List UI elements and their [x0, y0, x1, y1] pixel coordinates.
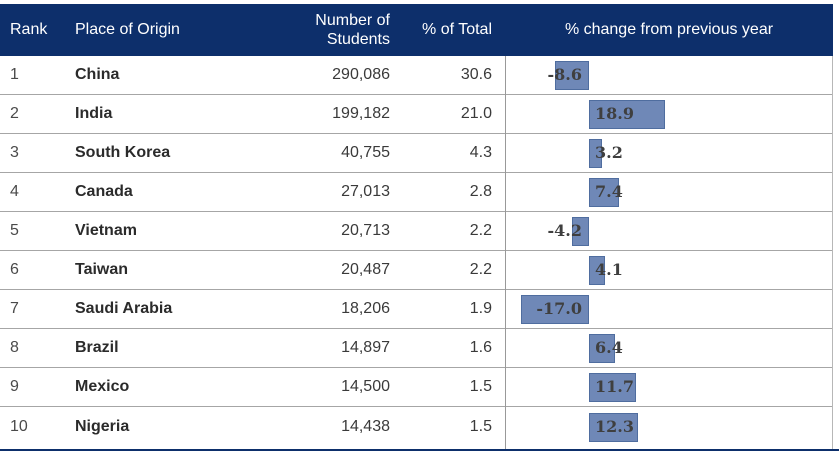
cell-pct-change-chart: 3.2: [505, 134, 833, 172]
cell-number-of-students: 14,897: [341, 339, 390, 356]
table-row: 10 Nigeria 14,438 1.5 12.3: [0, 407, 833, 446]
cell-number-of-students: 27,013: [341, 183, 390, 200]
header-place-label: Place of Origin: [75, 21, 180, 38]
table-row: 3 South Korea 40,755 4.3 3.2: [0, 134, 833, 173]
header-cell-rank: Rank: [0, 4, 75, 56]
cell-place-of-origin: Nigeria: [75, 417, 130, 435]
cell-number-of-students: 199,182: [332, 105, 390, 122]
change-bar-label: 7.4: [595, 182, 623, 201]
cell-place-of-origin: Saudi Arabia: [75, 300, 173, 317]
cell-pct-change-chart: 7.4: [505, 173, 833, 211]
cell-place-of-origin: South Korea: [75, 144, 171, 161]
header-cell-place-of-origin: Place of Origin: [75, 4, 300, 56]
table-row: 1 China 290,086 30.6 -8.6: [0, 56, 833, 95]
cell-pct-of-total: 1.5: [469, 378, 492, 395]
cell-rank: 8: [10, 339, 19, 356]
cell-rank: 1: [10, 66, 19, 83]
cell-rank: 3: [10, 144, 19, 161]
change-bar-label: -17.0: [536, 299, 582, 318]
cell-pct-change-chart: 6.4: [505, 329, 833, 367]
cell-number-of-students: 18,206: [341, 300, 390, 317]
cell-number-of-students: 14,500: [341, 378, 390, 395]
cell-place-of-origin: Brazil: [75, 339, 119, 356]
cell-rank: 5: [10, 222, 19, 239]
table-body: 1 China 290,086 30.6 -8.6 2 India 199,18…: [0, 56, 833, 446]
header-students-label: Number of Students: [315, 12, 390, 48]
cell-pct-of-total: 30.6: [460, 66, 492, 83]
cell-pct-change-chart: -8.6: [505, 56, 833, 94]
header-cell-pct-change: % change from previous year: [505, 4, 833, 56]
cell-pct-of-total: 2.8: [469, 183, 492, 200]
cell-pct-change-chart: 18.9: [505, 95, 833, 133]
cell-pct-change-chart: -17.0: [505, 290, 833, 328]
cell-rank: 4: [10, 183, 19, 200]
change-bar: [589, 412, 639, 442]
cell-rank: 9: [10, 378, 19, 395]
cell-pct-change-chart: -4.2: [505, 212, 833, 250]
table-row: 7 Saudi Arabia 18,206 1.9 -17.0: [0, 290, 833, 329]
table-row: 5 Vietnam 20,713 2.2 -4.2: [0, 212, 833, 251]
cell-number-of-students: 40,755: [341, 144, 390, 161]
change-bar-label: 3.2: [595, 143, 623, 162]
header-cell-number-of-students: Number of Students: [300, 4, 395, 56]
cell-number-of-students: 20,487: [341, 261, 390, 278]
cell-pct-of-total: 21.0: [460, 105, 492, 122]
change-bar-label: 18.9: [595, 104, 634, 123]
change-bar-label: 6.4: [595, 338, 623, 357]
table-bottom-rule: [0, 449, 839, 451]
change-bar: [554, 61, 589, 90]
change-bar: [589, 139, 602, 168]
change-bar-label: -8.6: [547, 65, 582, 84]
change-bar: [589, 334, 615, 363]
change-bar: [572, 217, 589, 246]
cell-pct-of-total: 1.9: [469, 300, 492, 317]
cell-place-of-origin: India: [75, 105, 113, 122]
cell-place-of-origin: Vietnam: [75, 222, 137, 239]
cell-pct-of-total: 1.5: [469, 417, 492, 435]
table-row: 9 Mexico 14,500 1.5 11.7: [0, 368, 833, 407]
table-row: 4 Canada 27,013 2.8 7.4: [0, 173, 833, 212]
header-rank-label: Rank: [10, 21, 48, 38]
cell-number-of-students: 14,438: [341, 417, 390, 435]
change-bar: [521, 295, 589, 324]
change-bar: [589, 256, 606, 285]
table-row: 6 Taiwan 20,487 2.2 4.1: [0, 251, 833, 290]
cell-place-of-origin: Mexico: [75, 378, 130, 395]
change-bar-label: 11.7: [595, 377, 634, 396]
table-header: Rank Place of Origin Number of Students …: [0, 4, 833, 56]
cell-pct-of-total: 2.2: [469, 261, 492, 278]
cell-rank: 2: [10, 105, 19, 122]
cell-rank: 6: [10, 261, 19, 278]
cell-pct-of-total: 2.2: [469, 222, 492, 239]
cell-pct-of-total: 1.6: [469, 339, 492, 356]
change-bar: [589, 373, 636, 402]
change-bar: [589, 178, 619, 207]
chart-column-separator: [505, 56, 506, 449]
change-bar: [589, 100, 665, 129]
cell-pct-of-total: 4.3: [469, 144, 492, 161]
cell-pct-change-chart: 12.3: [505, 408, 833, 446]
cell-place-of-origin: China: [75, 66, 120, 83]
table-right-border: [832, 56, 833, 449]
cell-place-of-origin: Canada: [75, 183, 133, 200]
cell-rank: 7: [10, 300, 19, 317]
cell-pct-change-chart: 11.7: [505, 368, 833, 406]
change-bar-label: 4.1: [595, 260, 623, 279]
change-bar-label: -4.2: [547, 221, 582, 240]
cell-place-of-origin: Taiwan: [75, 261, 129, 278]
cell-pct-change-chart: 4.1: [505, 251, 833, 289]
header-pct-change-label: % change from previous year: [564, 21, 774, 38]
cell-number-of-students: 290,086: [332, 66, 390, 83]
cell-number-of-students: 20,713: [341, 222, 390, 239]
table-row: 8 Brazil 14,897 1.6 6.4: [0, 329, 833, 368]
header-cell-pct-of-total: % of Total: [395, 4, 494, 56]
change-bar-label: 12.3: [595, 416, 634, 436]
cell-rank: 10: [10, 417, 28, 435]
header-pct-total-label: % of Total: [422, 21, 492, 38]
table-row: 2 India 199,182 21.0 18.9: [0, 95, 833, 134]
